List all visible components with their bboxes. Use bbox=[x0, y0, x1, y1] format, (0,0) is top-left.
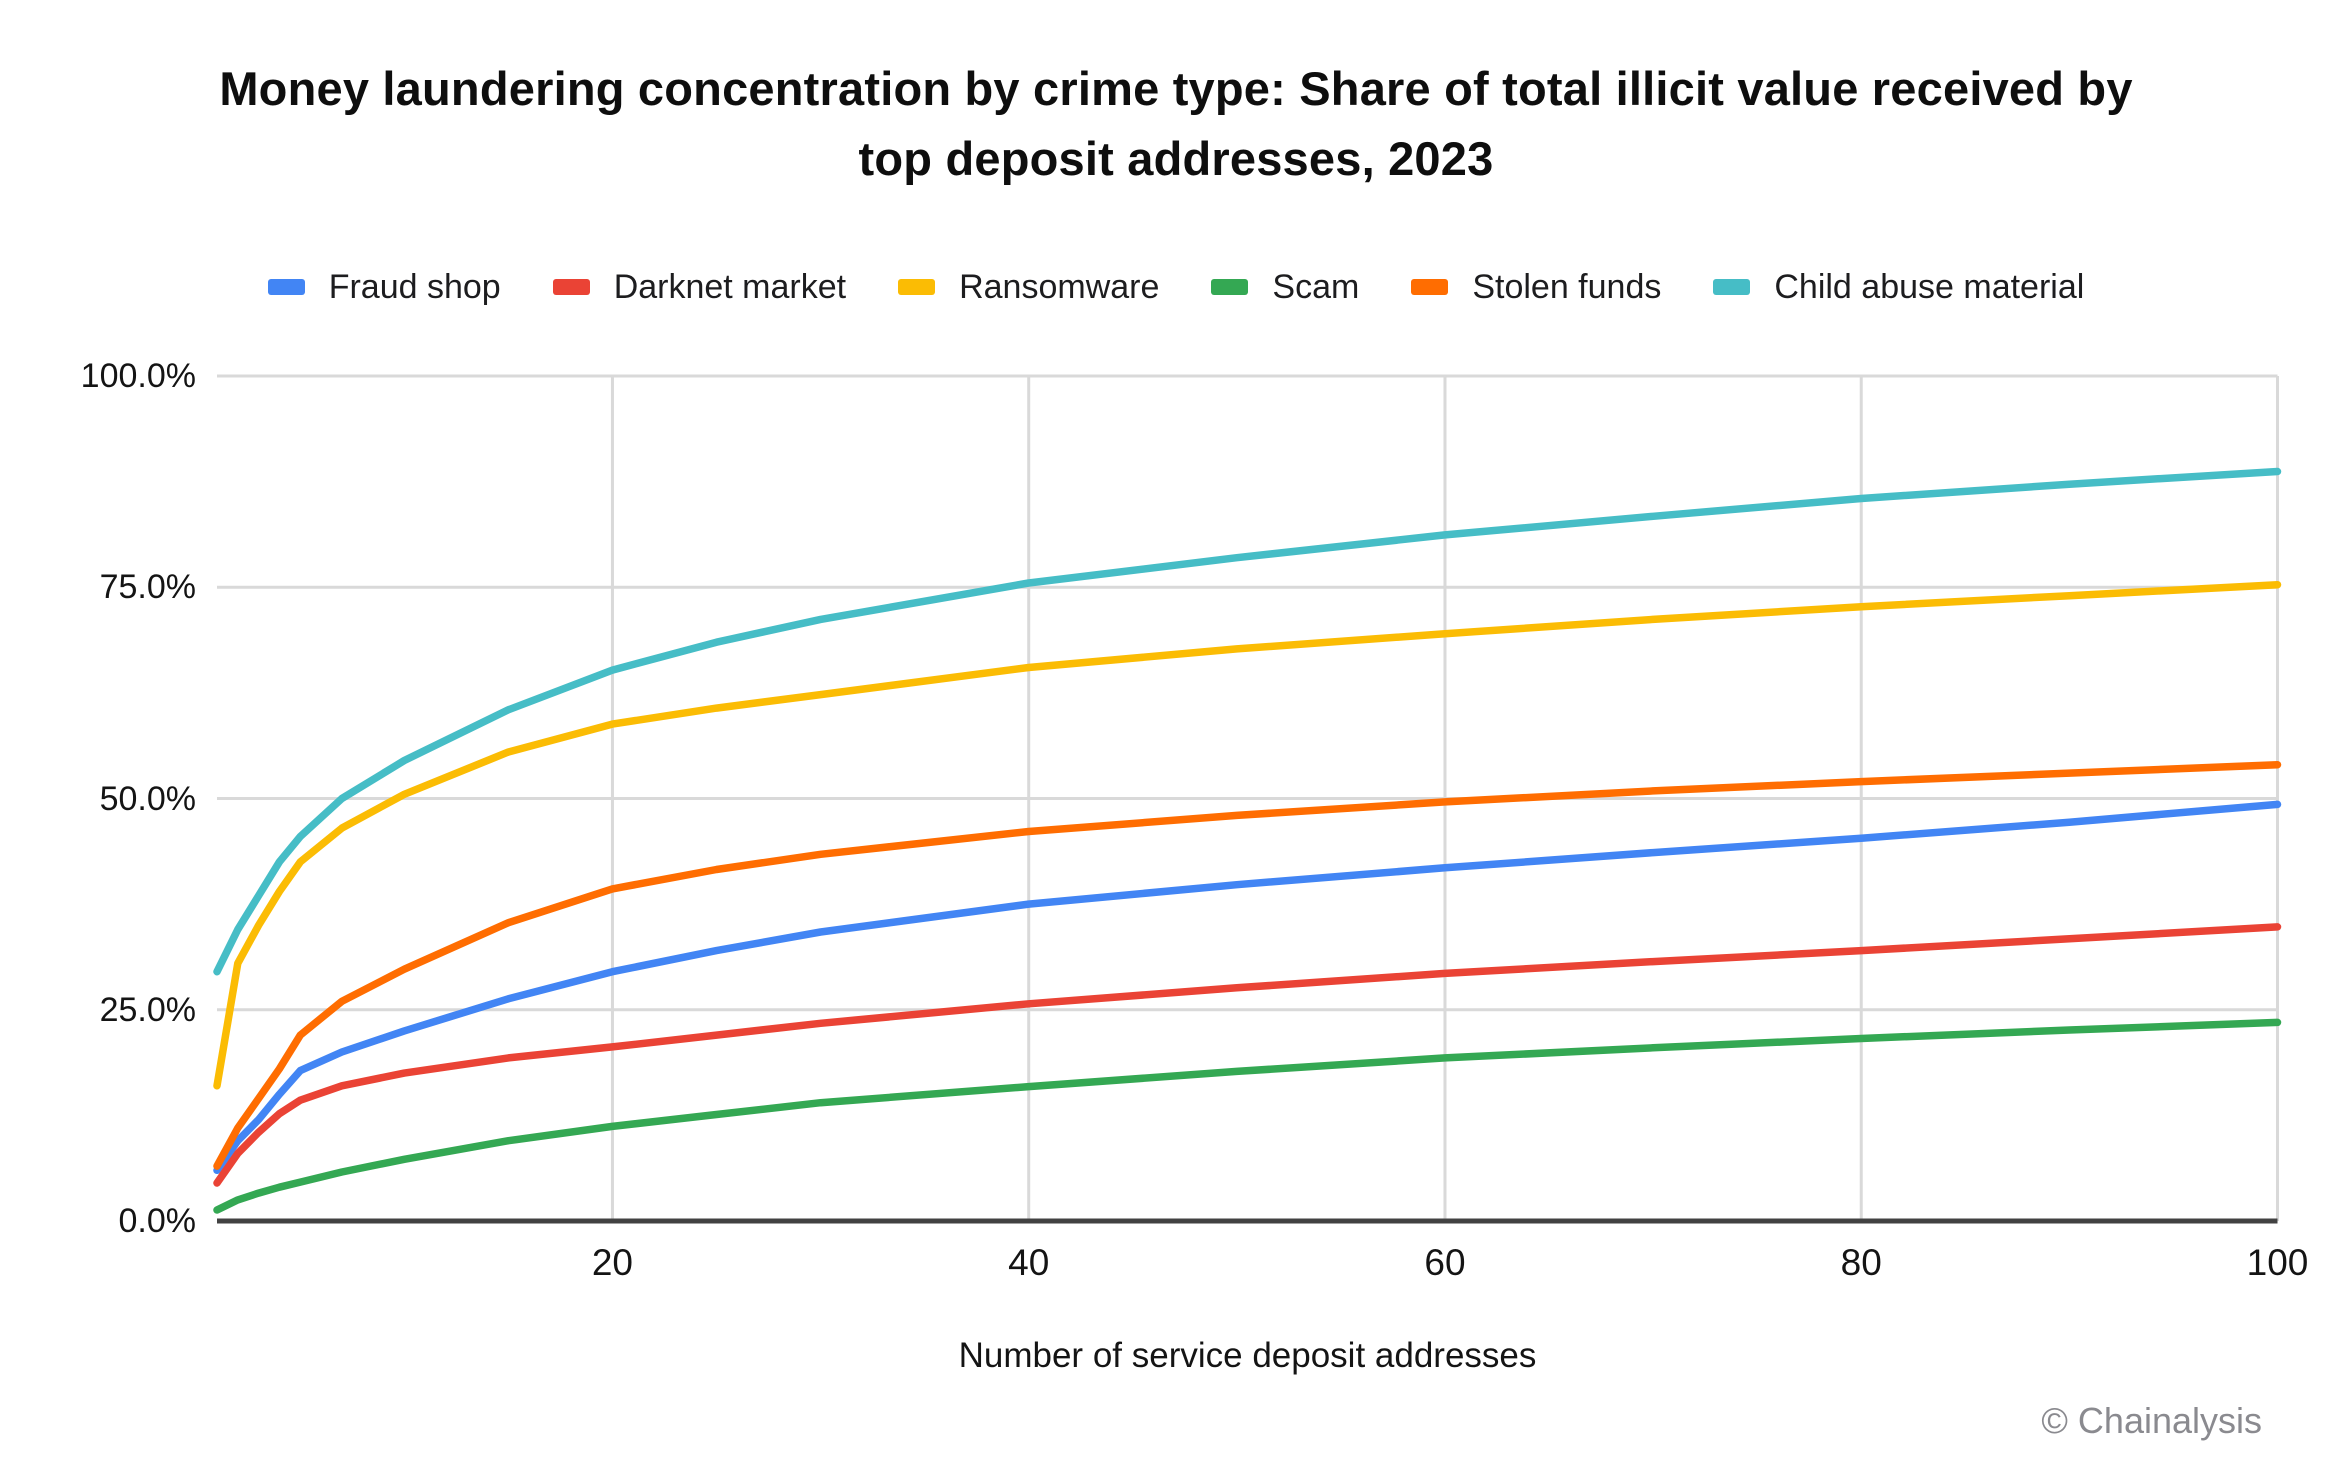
legend-label: Ransomware bbox=[959, 267, 1160, 306]
copyright-credit: © Chainalysis bbox=[2041, 1400, 2262, 1441]
series-line-fraud-shop bbox=[213, 800, 2282, 1175]
y-tick-label-100: 100.0% bbox=[80, 357, 196, 395]
series-line-darknet-market bbox=[213, 923, 2282, 1187]
legend-item-stolen-funds: Stolen funds bbox=[1411, 268, 1661, 307]
legend-swatch-child-abuse-material bbox=[1713, 279, 1751, 295]
legend-label: Fraud shop bbox=[328, 267, 501, 306]
series-line-stolen-funds bbox=[213, 760, 2282, 1170]
legend-swatch-stolen-funds bbox=[1411, 279, 1449, 295]
x-tick-label-100: 100 bbox=[2246, 1242, 2309, 1283]
y-tick-label-50: 50.0% bbox=[99, 779, 196, 818]
legend-item-fraud-shop: Fraud shop bbox=[267, 267, 501, 307]
x-tick-label-60: 60 bbox=[1424, 1242, 1466, 1283]
legend-item-darknet-market: Darknet market bbox=[552, 267, 847, 307]
chart-title-line1: Money laundering concentration by crime … bbox=[219, 62, 2133, 115]
legend-label: Stolen funds bbox=[1472, 267, 1662, 306]
legend-swatch-darknet-market bbox=[552, 279, 590, 295]
legend-label: Scam bbox=[1272, 267, 1360, 306]
legend-item-ransomware: Ransomware bbox=[898, 268, 1159, 307]
legend: Fraud shop Darknet market Ransomware Scam St… bbox=[0, 262, 2352, 312]
legend-swatch-fraud-shop bbox=[267, 279, 305, 295]
legend-item-child-abuse-material: Child abuse material bbox=[1713, 268, 2084, 307]
legend-label: Child abuse material bbox=[1774, 267, 2085, 306]
series-line-scam bbox=[213, 1018, 2282, 1214]
series-line-ransomware bbox=[213, 580, 2282, 1090]
legend-swatch-ransomware bbox=[898, 279, 936, 295]
x-axis-title: Number of service deposit addresses bbox=[958, 1336, 1537, 1375]
chart-title-line2: top deposit addresses, 2023 bbox=[858, 131, 1494, 185]
x-tick-label-20: 20 bbox=[591, 1242, 634, 1283]
x-tick-label-40: 40 bbox=[1008, 1242, 1050, 1283]
legend-item-scam: Scam bbox=[1211, 268, 1359, 307]
chart-title: Money laundering concentration by crime … bbox=[0, 54, 2352, 193]
y-tick-label-75: 75.0% bbox=[99, 568, 196, 607]
y-tick-label-0: 0.0% bbox=[118, 1202, 197, 1240]
legend-swatch-scam bbox=[1211, 279, 1249, 295]
legend-label: Darknet market bbox=[613, 267, 847, 306]
x-tick-label-80: 80 bbox=[1840, 1242, 1882, 1283]
y-tick-label-25: 25.0% bbox=[99, 990, 196, 1029]
series-line-child-abuse-material bbox=[213, 467, 2282, 976]
